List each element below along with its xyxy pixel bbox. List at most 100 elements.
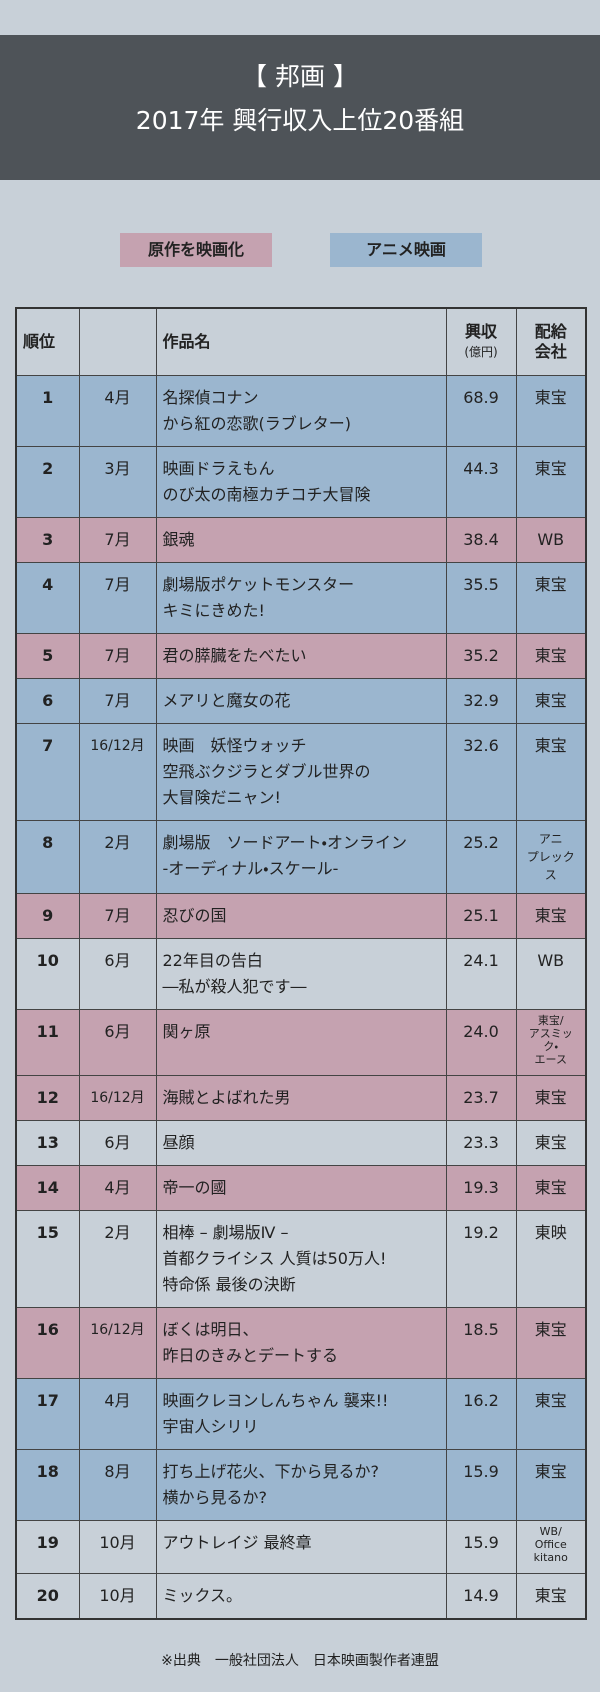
table-row: 2 3月 映画ドラえもん のび太の南極カチコチ大冒険 44.3 東宝 [15, 446, 587, 518]
distributor: 東宝 [515, 723, 587, 821]
rank: 19 [15, 1520, 80, 1574]
month: 7月 [78, 562, 157, 634]
distributor-line: Office [534, 1538, 567, 1551]
table-row: 5 7月 君の膵臓をたべたい 35.2 東宝 [15, 633, 587, 679]
title-line: ミックス。 [162, 1586, 243, 1605]
distributor-line: 東宝 [534, 691, 567, 710]
source-note: ※出典 一般社団法人 日本映画製作者連盟 [161, 1653, 439, 1669]
rank: 6 [15, 678, 80, 724]
title-line: 横から見るか? [162, 1488, 268, 1507]
title: 【 邦画 】 [242, 62, 358, 91]
rank: 2 [15, 446, 80, 518]
table-row: 16 16/12月 ぼくは明日、 昨日のきみとデートする 18.5 東宝 [15, 1307, 587, 1379]
distributor: 東宝 [515, 1573, 587, 1620]
revenue: 35.2 [445, 633, 517, 679]
revenue: 32.9 [445, 678, 517, 724]
table-row: 9 7月 忍びの国 25.1 東宝 [15, 893, 587, 939]
distributor-line: 東宝 [534, 1586, 567, 1605]
title-line: 首都クライシス 人質は50万人! [162, 1249, 387, 1268]
month: 4月 [78, 375, 157, 447]
month: 10月 [78, 1520, 157, 1574]
distributor-line: 東宝 [534, 1088, 567, 1107]
title-line: キミにきめた! [162, 601, 265, 620]
revenue: 16.2 [445, 1378, 517, 1450]
revenue: 25.2 [445, 820, 517, 894]
distributor-line: kitano [533, 1551, 568, 1564]
rank: 4 [15, 562, 80, 634]
distributor: 東宝 [515, 1378, 587, 1450]
rank: 11 [15, 1009, 80, 1076]
month: 6月 [78, 1120, 157, 1166]
legend-item: 原作を映画化 [120, 233, 272, 267]
distributor-line: 東宝 [534, 736, 567, 755]
distributor-line: 東宝 [534, 1462, 567, 1481]
revenue: 24.1 [445, 938, 517, 1010]
title-line: 22年目の告白 [162, 951, 263, 970]
month: 2月 [78, 1210, 157, 1308]
distributor: 東宝 [515, 1120, 587, 1166]
distributor-header-line: 会社 [534, 342, 567, 361]
rank: 7 [15, 723, 80, 821]
table-row: 1 4月 名探偵コナン から紅の恋歌(ラブレター) 68.9 東宝 [15, 375, 587, 447]
revenue: 68.9 [445, 375, 517, 447]
distributor: 東映 [515, 1210, 587, 1308]
film-title: 君の膵臓をたべたい [155, 633, 447, 679]
title-line: 名探偵コナン [162, 388, 259, 407]
distributor-line: アニ [538, 832, 563, 846]
revenue-header: 興収 (億円) [445, 307, 517, 376]
title-line: のび太の南極カチコチ大冒険 [162, 485, 371, 504]
revenue-label: 興収 [464, 322, 497, 341]
table-row: 3 7月 銀魂 38.4 WB [15, 517, 587, 563]
film-title: 劇場版 ソードアート・オンライン -オーディナル・スケール- [155, 820, 447, 894]
title-line: 帝一の國 [162, 1178, 227, 1197]
distributor-line: WB/ [539, 1525, 562, 1538]
distributor: 東宝 [515, 562, 587, 634]
distributor-line: 東宝 [534, 906, 567, 925]
film-title: ぼくは明日、 昨日のきみとデートする [155, 1307, 447, 1379]
distributor-line: WB [537, 951, 565, 970]
film-title: メアリと魔女の花 [155, 678, 447, 724]
revenue: 19.2 [445, 1210, 517, 1308]
table-row: 11 6月 関ヶ原 24.0 東宝/アスミック・ エース [15, 1009, 587, 1076]
rank: 12 [15, 1075, 80, 1121]
film-title: 帝一の國 [155, 1165, 447, 1211]
title-line: 映画クレヨンしんちゃん 襲来!! [162, 1391, 389, 1410]
distributor: 東宝 [515, 678, 587, 724]
distributor: 東宝 [515, 446, 587, 518]
ranking-table: 順位 作品名 興収 (億円) 配給 会社 1 4月 名探偵コナン から紅の恋歌(ラブレター… [15, 307, 587, 1620]
film-title: 劇場版ポケットモンスター キミにきめた! [155, 562, 447, 634]
rank: 17 [15, 1378, 80, 1450]
revenue: 23.3 [445, 1120, 517, 1166]
table-row: 20 10月 ミックス。 14.9 東宝 [15, 1573, 587, 1620]
title-line: 海賊とよばれた男 [162, 1088, 291, 1107]
month: 7月 [78, 893, 157, 939]
distributor: 東宝/アスミック・ エース [515, 1009, 587, 1076]
table-row: 17 4月 映画クレヨンしんちゃん 襲来!! 宇宙人シリリ 16.2 東宝 [15, 1378, 587, 1450]
distributor-line: 東宝 [534, 1320, 567, 1339]
month: 4月 [78, 1378, 157, 1450]
rank: 3 [15, 517, 80, 563]
distributor: WB/Office kitano [515, 1520, 587, 1574]
revenue: 38.4 [445, 517, 517, 563]
distributor: 東宝 [515, 1307, 587, 1379]
title-line: 宇宙人シリリ [162, 1417, 259, 1436]
title-line: 相棒 – 劇場版Ⅳ – [162, 1223, 289, 1242]
distributor: 東宝 [515, 633, 587, 679]
distributor-line: プレックス [526, 850, 575, 882]
rank: 14 [15, 1165, 80, 1211]
title-line: アウトレイジ 最終章 [162, 1533, 312, 1552]
month: 2月 [78, 820, 157, 894]
distributor: 東宝 [515, 1165, 587, 1211]
film-title: 映画ドラえもん のび太の南極カチコチ大冒険 [155, 446, 447, 518]
film-title: 海賊とよばれた男 [155, 1075, 447, 1121]
table-row: 12 16/12月 海賊とよばれた男 23.7 東宝 [15, 1075, 587, 1121]
table-row: 8 2月 劇場版 ソードアート・オンライン -オーディナル・スケール- 25.2 アニ プレ… [15, 820, 587, 894]
month: 16/12月 [78, 1307, 157, 1379]
distributor-line: 東宝 [534, 388, 567, 407]
title-line: ぼくは明日、 [162, 1320, 259, 1339]
month: 7月 [78, 517, 157, 563]
distributor: アニ プレックス [515, 820, 587, 894]
rank: 9 [15, 893, 80, 939]
title-line: 劇場版ポケットモンスター [162, 575, 355, 594]
distributor: WB [515, 938, 587, 1010]
